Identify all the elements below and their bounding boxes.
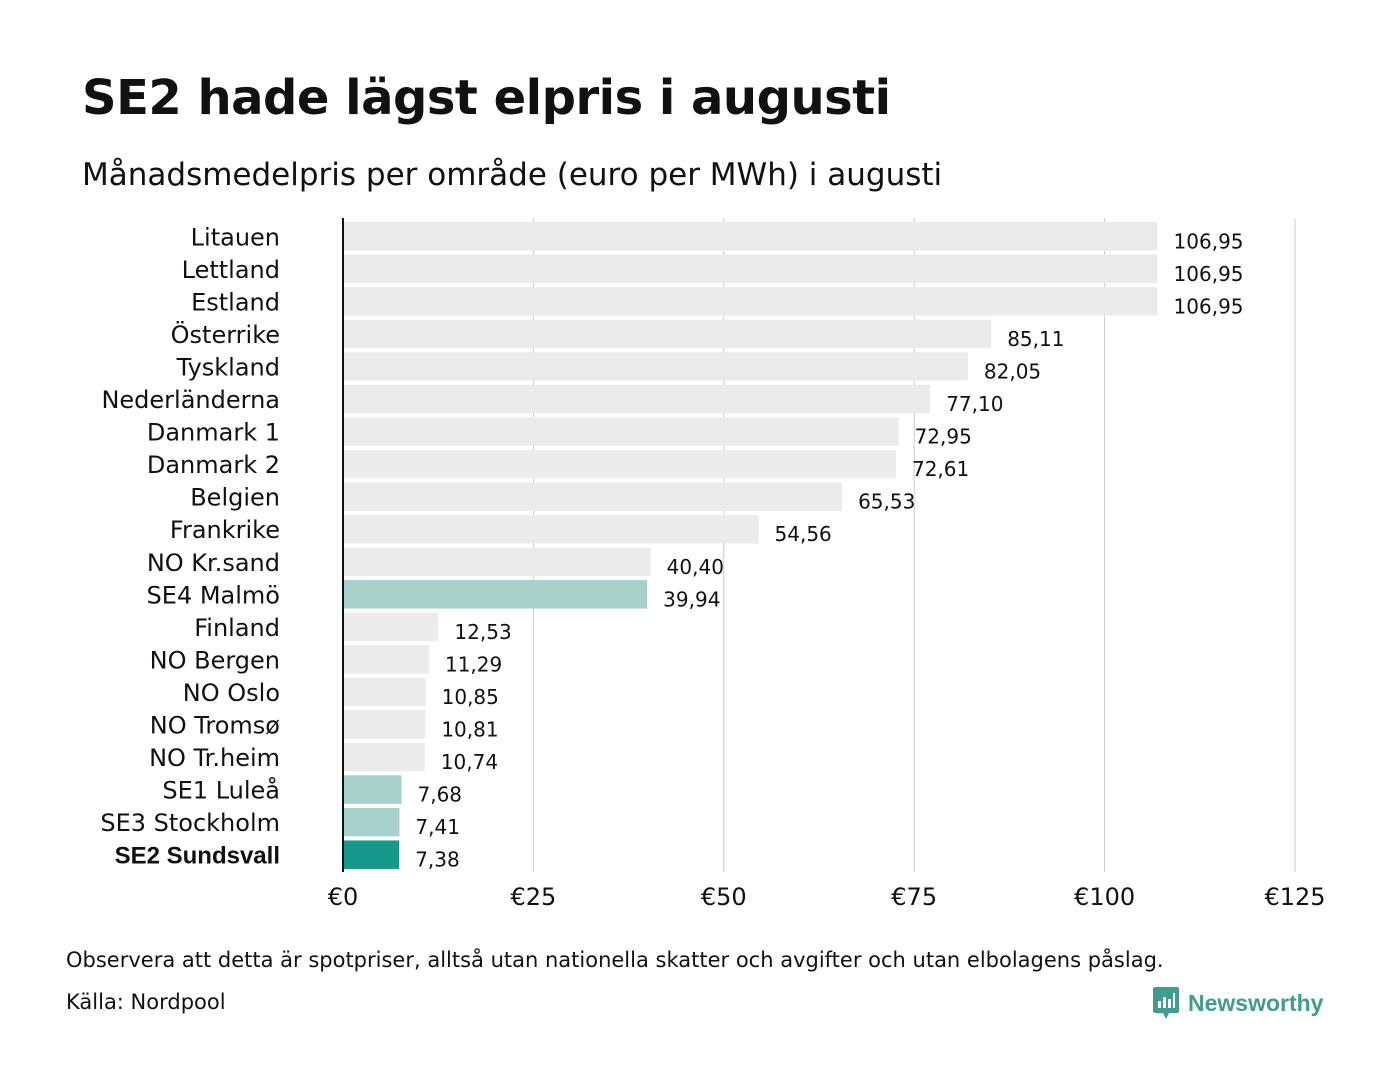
bar: [343, 254, 1158, 284]
bar: [343, 547, 651, 576]
bar: [343, 514, 759, 544]
x-tick-label: €50: [701, 883, 747, 911]
bar: [343, 580, 648, 609]
bar: [343, 482, 843, 511]
category-label: Tyskland: [176, 353, 280, 381]
value-label: 106,95: [1174, 229, 1244, 253]
bar: [343, 352, 968, 381]
category-label: Österrike: [171, 320, 280, 349]
category-label: NO Kr.sand: [147, 549, 280, 577]
bar: [343, 775, 402, 804]
category-label: Frankrike: [170, 516, 280, 544]
value-label: 72,61: [912, 457, 969, 481]
value-label: 106,95: [1174, 294, 1244, 318]
category-label: Belgien: [190, 484, 280, 512]
bar: [343, 222, 1158, 251]
value-label: 85,11: [1007, 327, 1064, 351]
value-label: 7,38: [415, 848, 460, 872]
value-label: 7,68: [417, 783, 462, 807]
value-label: 77,10: [946, 392, 1003, 416]
x-tick-label: €25: [510, 883, 556, 911]
value-label: 10,85: [442, 685, 499, 709]
category-label: NO Oslo: [183, 679, 280, 707]
bar: [343, 612, 439, 642]
value-label: 10,81: [441, 718, 498, 742]
category-label: SE3 Stockholm: [100, 809, 280, 837]
category-label: Danmark 2: [147, 451, 280, 479]
value-label: 12,53: [454, 620, 511, 644]
bars: [343, 222, 1158, 869]
value-label: 54,56: [775, 522, 832, 546]
bar: [343, 449, 896, 479]
value-label: 39,94: [663, 587, 720, 611]
value-label: 11,29: [445, 652, 502, 676]
x-tick-label: €0: [328, 883, 359, 911]
category-label: NO Tromsø: [150, 712, 280, 740]
bar-chart: Litauen Lettland Estland Österrike Tyskland N…: [100, 218, 1326, 911]
category-label: Finland: [194, 614, 280, 642]
brand-name: Newsworthy: [1188, 989, 1324, 1016]
bar: [343, 645, 429, 674]
category-labels: Litauen Lettland Estland Österrike Tyskland N…: [100, 223, 280, 869]
category-label: SE4 Malmö: [147, 581, 280, 609]
x-tick-label: €125: [1264, 883, 1325, 911]
category-label: SE1 Luleå: [162, 776, 280, 805]
source-credit: Källa: Nordpool: [66, 990, 226, 1014]
value-label: 7,41: [415, 815, 460, 839]
category-label: Lettland: [182, 256, 280, 284]
value-labels: 106,95 106,95 106,95 85,11 82,05 77,10 72,95 72…: [415, 229, 1243, 871]
bar: [343, 287, 1158, 316]
chart-title: SE2 hade lägst elpris i augusti: [82, 70, 891, 126]
value-label: 10,74: [441, 750, 498, 774]
bar: [343, 840, 400, 869]
bar: [343, 710, 426, 739]
value-label: 65,53: [858, 490, 915, 514]
x-tick-label: €100: [1074, 883, 1135, 911]
footnote: Observera att detta är spotpriser, allts…: [66, 948, 1164, 972]
x-axis-ticks: €0 €25 €50 €75 €100 €125: [328, 883, 1326, 911]
category-label: Litauen: [191, 223, 280, 251]
category-label: NO Bergen: [150, 646, 280, 674]
bar: [343, 677, 426, 707]
bar: [343, 384, 931, 414]
bar: [343, 742, 425, 772]
category-label: Nederländerna: [101, 386, 280, 414]
value-label: 72,95: [915, 425, 972, 449]
bar-chart-pin-icon: [1153, 987, 1179, 1019]
x-tick-label: €75: [891, 883, 937, 911]
category-label: SE2 Sundsvall: [115, 843, 280, 870]
value-label: 82,05: [984, 359, 1041, 383]
chart-subtitle: Månadsmedelpris per område (euro per MWh…: [82, 157, 943, 193]
category-label: NO Tr.heim: [149, 744, 280, 772]
bar: [343, 319, 992, 349]
category-label: Danmark 1: [147, 419, 280, 447]
value-label: 40,40: [667, 555, 724, 579]
category-label: Estland: [191, 288, 280, 316]
brand-logo: Newsworthy: [1152, 986, 1323, 1020]
bar: [343, 807, 400, 837]
value-label: 106,95: [1174, 262, 1244, 286]
bar: [343, 417, 899, 446]
